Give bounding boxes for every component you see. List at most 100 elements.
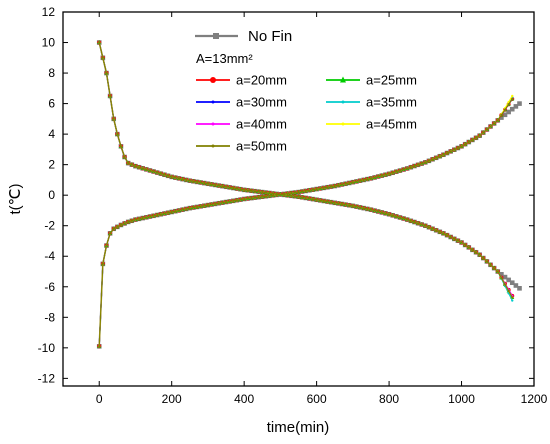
data-point [181, 208, 184, 211]
data-point [159, 172, 163, 175]
data-point [492, 266, 496, 270]
data-point [308, 189, 311, 192]
data-point [130, 163, 134, 166]
data-point [463, 243, 467, 247]
data-point [355, 180, 358, 183]
data-point [242, 197, 246, 201]
data-point [170, 210, 173, 214]
data-point [485, 128, 489, 131]
data-point [340, 183, 344, 186]
data-point [156, 213, 159, 217]
data-point [166, 174, 170, 177]
y-tick-label: -8 [44, 310, 55, 324]
data-point [506, 277, 511, 283]
data-point [105, 244, 108, 247]
data-point [509, 106, 515, 112]
data-point [145, 216, 148, 219]
data-point [449, 235, 452, 239]
data-point [431, 158, 434, 161]
data-point [123, 155, 126, 159]
data-point [203, 181, 206, 185]
data-point [366, 207, 369, 211]
data-point [105, 71, 108, 75]
data-point [453, 237, 456, 241]
data-point [282, 192, 286, 196]
data-point [188, 206, 192, 210]
y-tick-label: 4 [48, 127, 55, 141]
legend-item: a=30mm [196, 95, 287, 110]
data-point [119, 145, 123, 148]
y-tick-label: -12 [38, 371, 56, 385]
data-point [420, 162, 423, 165]
data-point [474, 251, 478, 254]
data-point [402, 217, 405, 220]
data-point [156, 171, 159, 174]
data-point [420, 223, 423, 226]
data-point [101, 56, 105, 59]
data-point [413, 220, 416, 224]
data-point [242, 188, 246, 192]
data-point [355, 205, 358, 208]
data-point [358, 179, 362, 182]
data-point [438, 155, 441, 158]
legend-label: No Fin [248, 28, 292, 45]
data-point [195, 205, 199, 209]
data-point [377, 210, 380, 213]
data-point [311, 197, 315, 201]
data-point [235, 187, 239, 190]
data-point [137, 166, 141, 169]
legend-item: No Fin [195, 28, 292, 45]
legend-label: a=50mm [236, 139, 287, 154]
data-point [474, 136, 478, 139]
legend-item: a=40mm [196, 117, 287, 132]
data-point [337, 184, 340, 187]
data-point [199, 181, 202, 184]
data-point [329, 201, 333, 204]
data-point [123, 222, 126, 225]
data-point [416, 163, 420, 167]
data-point [513, 283, 519, 288]
y-tick-label: 8 [48, 66, 55, 80]
data-point [264, 195, 268, 198]
data-point [427, 226, 431, 229]
data-point [127, 161, 130, 165]
data-point [228, 186, 231, 189]
data-point [286, 194, 289, 197]
data-point [395, 170, 398, 173]
data-point [449, 150, 452, 153]
data-point [221, 184, 224, 188]
legend-label: a=20mm [236, 73, 287, 88]
legend-label: a=40mm [236, 117, 287, 132]
data-point [166, 211, 170, 214]
data-point [293, 195, 297, 198]
data-point [286, 192, 289, 195]
data-point [416, 222, 420, 225]
data-point [341, 122, 345, 126]
data-point [351, 204, 355, 208]
data-point [192, 180, 195, 183]
data-point [315, 198, 318, 201]
data-point [496, 270, 499, 273]
data-point [434, 156, 438, 159]
data-point [217, 202, 220, 205]
legend-item: a=45mm [326, 117, 417, 132]
y-tick-label: 6 [48, 97, 55, 111]
data-point [369, 177, 373, 180]
data-point [333, 184, 336, 188]
data-point [177, 177, 181, 180]
data-point [112, 117, 115, 121]
data-point [424, 161, 427, 164]
axes-layer: 0 200 400 600 800 1000 1200 -12 -10 -8 -6 -4 -2 0 2 4 6 8… [38, 5, 548, 406]
data-point [119, 223, 123, 227]
x-tick-label: 1000 [448, 392, 475, 406]
data-point [184, 207, 188, 211]
data-point [130, 219, 134, 222]
legend-item: a=25mm [326, 73, 417, 88]
data-point [108, 232, 112, 235]
data-point [358, 206, 362, 209]
legend-item: a=20mm [196, 73, 287, 88]
data-point [264, 191, 268, 194]
data-point [268, 191, 271, 195]
data-point [211, 100, 215, 104]
data-point [344, 182, 347, 185]
